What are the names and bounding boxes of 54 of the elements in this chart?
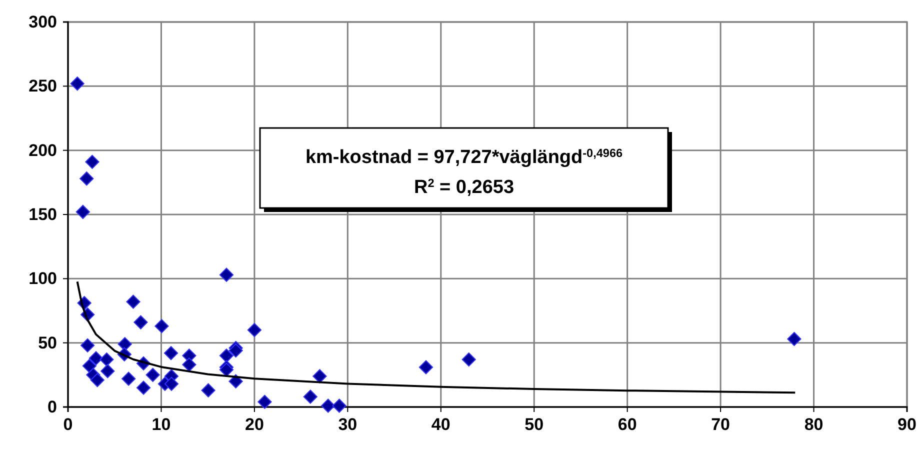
y-tick-label: 250 <box>28 76 57 96</box>
point <box>82 358 97 373</box>
point <box>90 372 104 388</box>
point <box>134 315 148 330</box>
x-tick-label: 10 <box>152 415 171 434</box>
point <box>100 364 115 378</box>
point <box>80 172 94 186</box>
point <box>303 390 318 404</box>
point <box>126 294 140 309</box>
point <box>136 380 151 395</box>
x-tick-label: 80 <box>804 415 824 434</box>
y-tick-label: 50 <box>38 333 57 352</box>
x-tick-label: 50 <box>524 415 544 434</box>
x-tick-label: 0 <box>63 415 73 434</box>
point <box>787 332 802 346</box>
x-tick-label: 70 <box>711 415 730 434</box>
point <box>80 338 95 352</box>
annotation: km-kostnad = 97,727*väglängd$^{-0,4966}$ <box>305 146 624 168</box>
y-tick-label: 0 <box>48 397 57 416</box>
x-tick-label: 20 <box>244 415 264 434</box>
x-tick-label: 40 <box>431 415 450 434</box>
point <box>164 376 179 391</box>
point <box>219 348 234 363</box>
point <box>100 352 114 367</box>
point <box>418 360 434 374</box>
point <box>122 372 136 386</box>
point <box>201 383 216 398</box>
point <box>462 352 476 367</box>
point <box>118 337 132 352</box>
x-tick-label: 90 <box>898 415 916 434</box>
point <box>332 398 346 413</box>
point <box>219 362 234 377</box>
y-tick-label: 100 <box>28 269 57 288</box>
point <box>228 343 243 358</box>
point <box>146 368 160 382</box>
point <box>182 358 196 372</box>
point <box>321 398 336 413</box>
y-tick-label: 150 <box>28 204 57 224</box>
point <box>154 319 169 334</box>
annotation: R$^{2}$ = 0,2653 <box>414 176 514 198</box>
y-tick-label: 300 <box>28 12 57 32</box>
point <box>247 322 262 338</box>
point <box>164 346 178 360</box>
point <box>85 154 100 169</box>
line-series <box>76 280 796 394</box>
point <box>88 351 104 366</box>
x-tick-label: 30 <box>338 415 358 434</box>
y-tick-label: 200 <box>28 140 57 160</box>
x-tick-label: 60 <box>618 415 637 434</box>
point <box>312 369 327 384</box>
point <box>70 76 84 91</box>
point <box>76 204 90 219</box>
point <box>219 268 234 282</box>
point <box>258 394 272 409</box>
